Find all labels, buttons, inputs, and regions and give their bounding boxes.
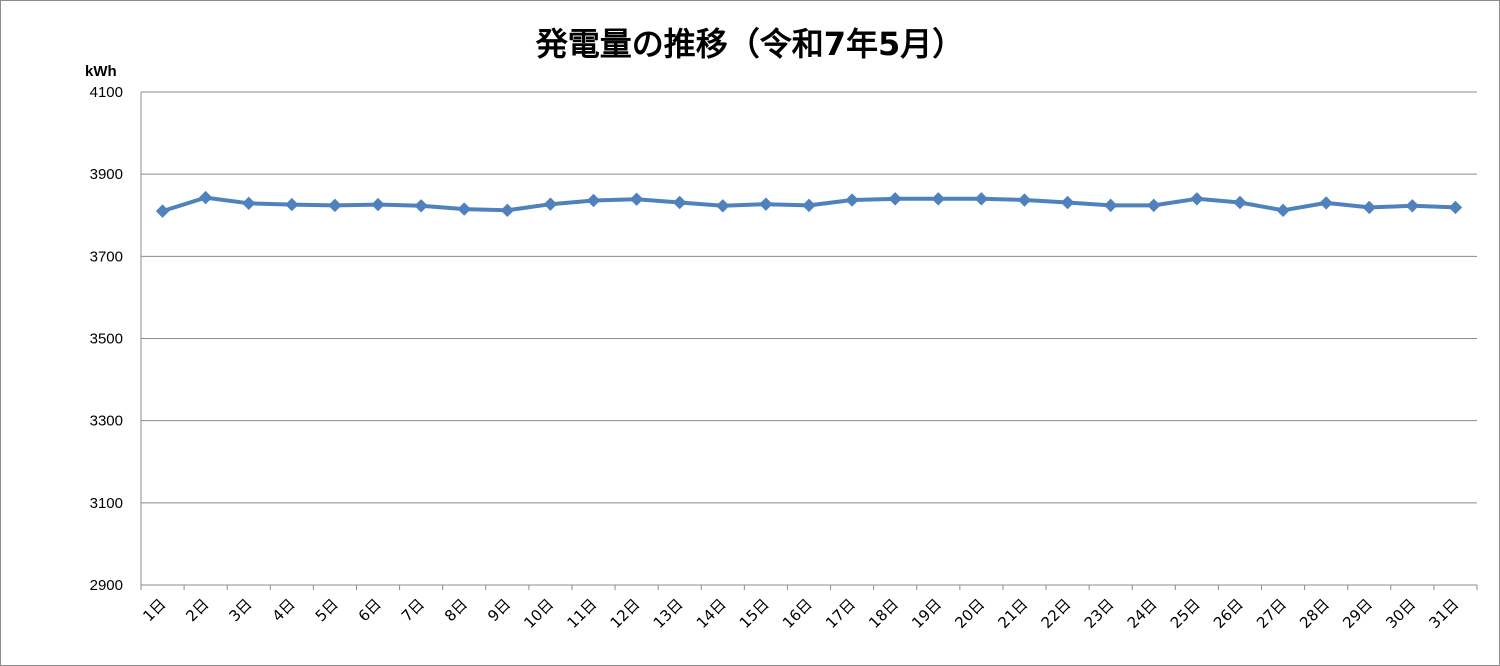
data-point-marker — [586, 193, 601, 208]
x-tick-label: 19日 — [908, 595, 945, 632]
x-tick-label: 4日 — [269, 595, 299, 625]
data-point-marker — [328, 198, 342, 213]
y-tick-label: 4100 — [90, 84, 123, 101]
data-point-marker — [414, 199, 428, 213]
data-point-marker — [457, 202, 471, 216]
x-tick-label: 15日 — [736, 595, 773, 632]
y-tick-label: 3500 — [90, 331, 123, 348]
data-point-marker — [1147, 198, 1161, 213]
data-point-marker — [1190, 192, 1204, 206]
x-tick-label: 10日 — [520, 595, 557, 632]
x-tick-label: 29日 — [1339, 595, 1376, 632]
x-tick-label: 6日 — [355, 595, 385, 625]
x-tick-label: 14日 — [693, 595, 730, 632]
x-tick-label: 2日 — [182, 595, 212, 625]
data-point-marker — [629, 192, 644, 206]
x-tick-label: 21日 — [994, 595, 1031, 632]
x-tick-label: 8日 — [441, 595, 471, 625]
x-tick-label: 22日 — [1038, 595, 1075, 632]
x-tick-label: 17日 — [822, 595, 859, 632]
data-point-marker — [759, 197, 773, 211]
x-tick-label: 23日 — [1081, 595, 1118, 632]
data-point-marker — [673, 195, 687, 210]
data-point-marker — [242, 196, 256, 211]
x-tick-label: 31日 — [1425, 595, 1462, 632]
x-tick-label: 28日 — [1296, 595, 1333, 632]
y-tick-label: 2900 — [90, 577, 123, 594]
chart-title: 発電量の推移（令和7年5月） — [535, 25, 965, 63]
data-point-marker — [1060, 195, 1075, 210]
data-point-marker — [285, 197, 299, 212]
x-tick-label: 9日 — [484, 595, 514, 625]
y-axis-unit-label: kWh — [85, 63, 117, 80]
data-point-marker — [500, 203, 515, 218]
data-point-marker — [371, 197, 385, 212]
data-point-marker — [198, 190, 213, 205]
x-tick-label: 5日 — [312, 595, 342, 625]
data-point-marker — [974, 192, 989, 206]
x-tick-label: 25日 — [1167, 595, 1204, 632]
data-point-marker — [845, 193, 859, 207]
x-tick-label: 20日 — [951, 595, 988, 632]
data-point-marker — [1017, 193, 1032, 207]
data-point-marker — [1405, 199, 1420, 213]
x-tick-label: 7日 — [398, 595, 428, 625]
x-tick-label: 16日 — [779, 595, 816, 632]
x-tick-label: 27日 — [1253, 595, 1290, 632]
x-tick-label: 11日 — [564, 595, 601, 632]
y-tick-label: 3300 — [90, 413, 123, 430]
x-tick-label: 3日 — [225, 595, 255, 625]
data-point-marker — [931, 192, 945, 206]
data-point-marker — [716, 199, 730, 213]
data-point-marker — [1233, 195, 1247, 210]
y-tick-label: 3100 — [90, 495, 123, 512]
x-tick-label: 1日 — [139, 595, 169, 625]
x-tick-label: 18日 — [865, 595, 902, 632]
data-point-marker — [802, 198, 816, 213]
y-tick-label: 3900 — [90, 166, 123, 183]
data-point-marker — [1362, 200, 1376, 215]
data-point-marker — [888, 192, 902, 206]
x-tick-label: 24日 — [1124, 595, 1161, 632]
x-tick-label: 30日 — [1382, 595, 1419, 632]
data-point-marker — [543, 197, 558, 211]
x-tick-label: 12日 — [607, 595, 644, 632]
x-tick-label: 13日 — [650, 595, 687, 632]
data-point-marker — [1319, 196, 1333, 210]
y-tick-label: 3700 — [90, 248, 123, 265]
x-tick-label: 26日 — [1210, 595, 1247, 632]
data-point-marker — [1103, 198, 1118, 213]
data-point-marker — [155, 204, 170, 218]
data-point-marker — [1276, 203, 1290, 218]
data-point-marker — [1448, 200, 1463, 215]
